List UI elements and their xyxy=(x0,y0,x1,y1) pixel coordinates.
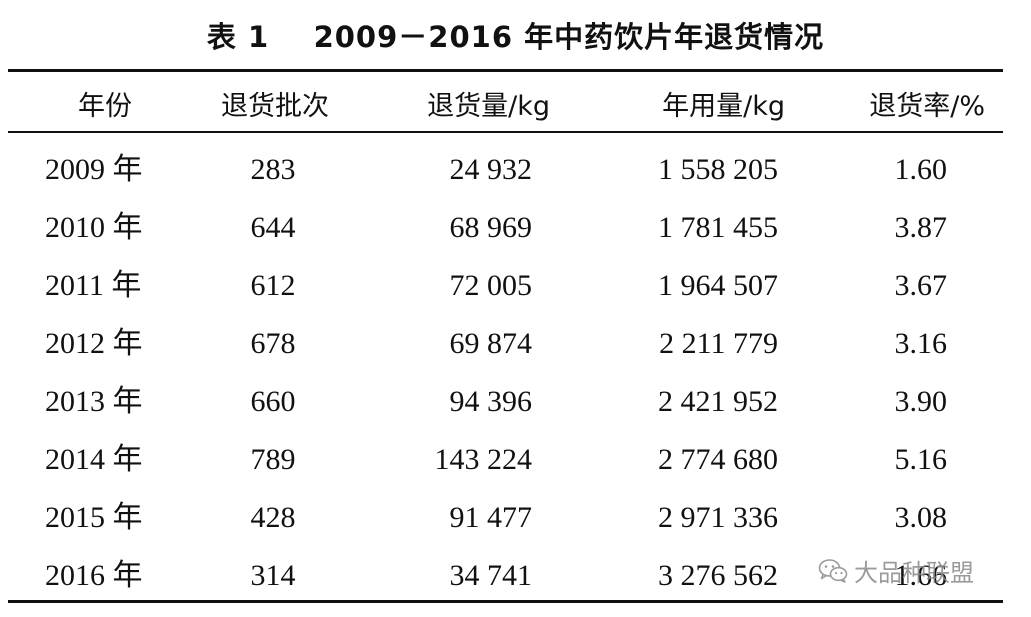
cell-return-batches: 283 xyxy=(250,153,296,186)
cell-return-batches: 678 xyxy=(250,327,296,360)
cell-year: 2016 年 xyxy=(45,559,143,592)
cell-year: 2009 年 xyxy=(45,153,143,186)
cell-return-rate: 5.16 xyxy=(894,443,948,476)
cell-return-quantity: 24 932 xyxy=(449,153,533,186)
cell-year: 2011 年 xyxy=(45,269,142,302)
cell-annual-usage: 2 421 952 xyxy=(658,385,778,418)
cell-annual-usage: 3 276 562 xyxy=(658,559,778,592)
table-title: 表 1 2009－2016 年中药饮片年退货情况 xyxy=(206,20,825,54)
cell-annual-usage: 1 781 455 xyxy=(658,211,778,244)
cell-return-batches: 314 xyxy=(250,559,296,592)
watermark-text: 大品种联盟 xyxy=(854,559,974,587)
cell-annual-usage: 2 211 779 xyxy=(659,327,778,360)
cell-year: 2010 年 xyxy=(45,211,143,244)
cell-return-quantity: 69 874 xyxy=(449,327,533,360)
cell-return-batches: 644 xyxy=(250,211,296,244)
cell-return-rate: 3.08 xyxy=(894,501,948,534)
cell-return-rate: 3.87 xyxy=(894,211,948,244)
cell-annual-usage: 2 971 336 xyxy=(658,501,778,534)
cell-return-quantity: 94 396 xyxy=(449,385,533,418)
cell-year: 2012 年 xyxy=(45,327,143,360)
cell-return-rate: 1.60 xyxy=(894,153,948,186)
cell-return-quantity: 72 005 xyxy=(449,269,533,302)
cell-year: 2013 年 xyxy=(45,385,143,418)
cell-return-rate: 3.90 xyxy=(894,385,948,418)
cell-return-batches: 428 xyxy=(250,501,296,534)
cell-annual-usage: 2 774 680 xyxy=(658,443,778,476)
header-return-quantity: 退货量/kg xyxy=(427,91,550,122)
header-year: 年份 xyxy=(78,91,132,122)
cell-annual-usage: 1 558 205 xyxy=(658,153,778,186)
top-rule xyxy=(8,69,1003,72)
cell-return-quantity: 91 477 xyxy=(449,501,533,534)
header-annual-usage: 年用量/kg xyxy=(662,91,785,122)
cell-annual-usage: 1 964 507 xyxy=(658,269,778,302)
cell-return-rate: 3.16 xyxy=(894,327,948,360)
cell-return-batches: 789 xyxy=(250,443,296,476)
cell-return-rate: 1.66 xyxy=(894,559,948,592)
watermark: 大品种联盟 xyxy=(818,553,974,588)
cell-return-batches: 612 xyxy=(250,269,296,302)
cell-return-quantity: 68 969 xyxy=(449,211,533,244)
cell-return-quantity: 34 741 xyxy=(449,559,533,592)
wechat-icon xyxy=(818,558,848,584)
cell-year: 2015 年 xyxy=(45,501,143,534)
cell-year: 2014 年 xyxy=(45,443,143,476)
cell-return-quantity: 143 224 xyxy=(434,443,533,476)
header-return-batches: 退货批次 xyxy=(221,91,329,122)
cell-return-batches: 660 xyxy=(250,385,296,418)
bottom-rule xyxy=(8,600,1003,603)
header-rule xyxy=(8,131,1003,133)
cell-return-rate: 3.67 xyxy=(894,269,948,302)
header-return-rate: 退货率/% xyxy=(869,91,985,122)
